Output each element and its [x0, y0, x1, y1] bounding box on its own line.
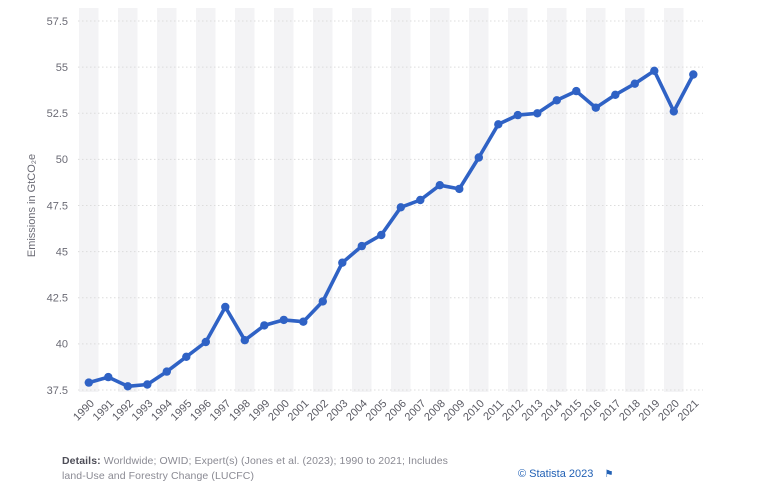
- x-tick-label-2011: 2011: [481, 398, 506, 423]
- background-stripe: [664, 8, 684, 392]
- data-point-1997[interactable]: [221, 302, 230, 312]
- background-stripe: [79, 8, 99, 392]
- background-stripe: [430, 8, 450, 392]
- x-tick-label-2014: 2014: [539, 398, 565, 424]
- data-point-2015[interactable]: [572, 86, 581, 96]
- background-stripe: [196, 8, 216, 392]
- data-point-1993[interactable]: [143, 380, 152, 389]
- x-tick-label-1999: 1999: [247, 398, 273, 424]
- data-point-2013[interactable]: [533, 109, 542, 118]
- data-point-2008[interactable]: [435, 181, 444, 190]
- data-point-1995[interactable]: [182, 352, 191, 361]
- attribution-text: © Statista 2023: [518, 468, 594, 480]
- data-point-2001[interactable]: [299, 317, 308, 326]
- x-tick-label-2021: 2021: [676, 398, 702, 424]
- data-point-1994[interactable]: [162, 367, 171, 376]
- x-tick-label-2019: 2019: [637, 398, 663, 424]
- background-stripe: [313, 8, 333, 392]
- x-tick-label-1990: 1990: [71, 398, 97, 424]
- details-label: Details:: [62, 455, 101, 467]
- x-tick-label-2015: 2015: [559, 398, 585, 424]
- y-axis-title: Emissions in GtCO₂e: [26, 154, 38, 257]
- data-point-1992[interactable]: [123, 382, 132, 391]
- y-tick-label: 52.5: [47, 108, 68, 120]
- x-tick-label-1997: 1997: [208, 398, 234, 424]
- data-point-2009[interactable]: [455, 184, 464, 194]
- x-tick-label-1992: 1992: [110, 398, 136, 424]
- background-stripe: [508, 8, 528, 392]
- data-point-2019[interactable]: [650, 66, 659, 76]
- flag-icon: ⚑: [604, 469, 614, 480]
- background-stripe: [274, 8, 294, 392]
- background-stripe: [469, 8, 489, 392]
- emissions-line-chart: 37.5 40 42.5 45 47.5 50 52.5 55 57.5 Emissions in…: [26, 8, 703, 424]
- background-stripe: [625, 8, 645, 392]
- data-point-2021[interactable]: [689, 70, 698, 79]
- y-tick-label: 55: [56, 62, 68, 74]
- y-tick-label: 40: [56, 339, 68, 351]
- data-point-2000[interactable]: [279, 315, 288, 325]
- x-tick-label-2008: 2008: [422, 398, 448, 424]
- x-tick-label-2009: 2009: [442, 398, 468, 424]
- background-stripe: [352, 8, 372, 392]
- x-tick-label-1998: 1998: [227, 398, 253, 424]
- background-stripe: [118, 8, 138, 392]
- data-point-2016[interactable]: [591, 103, 600, 112]
- x-tick-label-2012: 2012: [500, 398, 526, 424]
- x-tick-label-2003: 2003: [325, 398, 351, 424]
- x-tick-label-2002: 2002: [305, 398, 331, 424]
- data-point-2004[interactable]: [357, 241, 366, 251]
- y-tick-label: 42.5: [47, 293, 68, 305]
- data-point-2007[interactable]: [416, 195, 425, 205]
- data-point-1998[interactable]: [240, 336, 249, 345]
- y-tick-label: 45: [56, 246, 68, 258]
- y-tick-label: 37.5: [47, 385, 68, 397]
- x-tick-label-2001: 2001: [286, 398, 312, 424]
- x-tick-label-2000: 2000: [266, 398, 292, 424]
- x-tick-label-2004: 2004: [344, 398, 370, 424]
- background-stripe: [547, 8, 567, 392]
- data-point-1996[interactable]: [201, 337, 210, 347]
- data-point-2012[interactable]: [513, 110, 522, 120]
- data-point-2014[interactable]: [552, 96, 561, 105]
- data-point-2017[interactable]: [611, 90, 620, 100]
- x-tick-label-2013: 2013: [520, 398, 546, 424]
- data-point-2010[interactable]: [474, 153, 483, 162]
- data-point-1990[interactable]: [84, 378, 94, 387]
- x-tick-label-2005: 2005: [364, 398, 390, 424]
- data-point-2006[interactable]: [396, 203, 405, 212]
- background-stripe: [235, 8, 255, 392]
- x-tick-label-2020: 2020: [656, 398, 682, 424]
- x-tick-label-1996: 1996: [188, 398, 214, 424]
- y-tick-label: 47.5: [47, 200, 68, 212]
- x-tick-label-2017: 2017: [598, 398, 624, 424]
- data-point-2011[interactable]: [494, 120, 503, 129]
- x-tick-label-1995: 1995: [169, 398, 195, 424]
- x-tick-label-2010: 2010: [461, 398, 487, 424]
- background-stripe: [391, 8, 411, 392]
- data-point-2005[interactable]: [377, 230, 386, 240]
- x-tick-label-2007: 2007: [403, 398, 429, 424]
- y-tick-label: 50: [56, 154, 68, 166]
- y-tick-label: 57.5: [47, 16, 68, 28]
- data-point-1999[interactable]: [260, 321, 269, 330]
- background-stripe: [586, 8, 606, 392]
- data-point-2003[interactable]: [338, 258, 347, 267]
- x-tick-label-2016: 2016: [578, 398, 604, 424]
- x-tick-label-1993: 1993: [130, 398, 156, 424]
- background-stripe: [157, 8, 177, 392]
- data-point-2018[interactable]: [630, 79, 639, 88]
- chart-footer-details: Details: Worldwide; OWID; Expert(s) (Jon…: [62, 454, 450, 484]
- x-tick-label-2018: 2018: [617, 398, 643, 424]
- data-point-2020[interactable]: [669, 107, 678, 116]
- x-tick-label-1991: 1991: [91, 398, 117, 424]
- data-point-2002[interactable]: [318, 297, 327, 306]
- details-body: Worldwide; OWID; Expert(s) (Jones et al.…: [62, 455, 448, 482]
- x-tick-label-1994: 1994: [149, 398, 175, 424]
- x-tick-label-2006: 2006: [383, 398, 409, 424]
- data-point-1991[interactable]: [104, 372, 113, 382]
- statista-attribution-link[interactable]: © Statista 2023 ⚑: [518, 468, 613, 480]
